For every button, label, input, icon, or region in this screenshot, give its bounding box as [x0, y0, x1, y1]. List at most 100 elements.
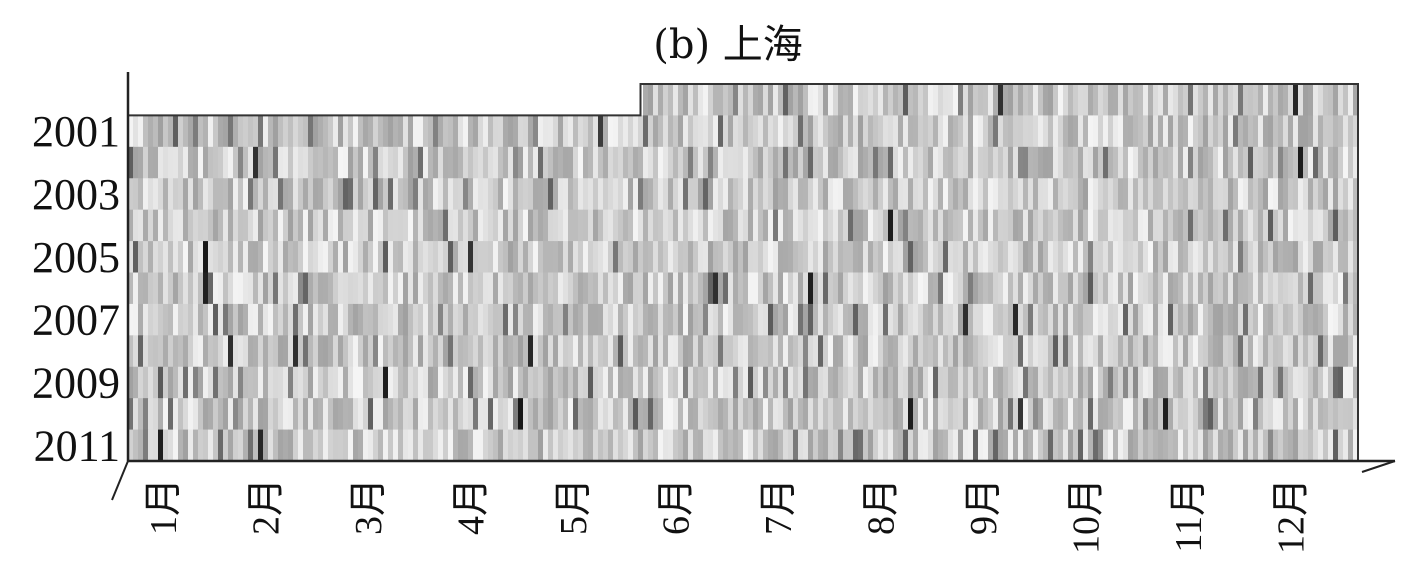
heatmap-cell — [433, 146, 439, 179]
heatmap-cell — [348, 335, 354, 368]
heatmap-cell — [903, 209, 909, 242]
heatmap-cell — [468, 272, 474, 305]
heatmap-cell — [248, 335, 254, 368]
heatmap-cell — [383, 303, 389, 336]
heatmap-cell — [1108, 335, 1114, 368]
heatmap-cell — [873, 398, 879, 431]
heatmap-cell — [1248, 241, 1254, 273]
heatmap-cell — [433, 398, 439, 431]
heatmap-cell — [1198, 209, 1204, 242]
heatmap-cell — [998, 209, 1004, 242]
heatmap-cell — [613, 115, 619, 148]
heatmap-cell — [948, 429, 954, 462]
heatmap-cell — [203, 115, 209, 148]
heatmap-cell — [1133, 398, 1139, 431]
heatmap-cell — [1048, 272, 1054, 305]
heatmap-cell — [918, 429, 924, 462]
heatmap-cell — [523, 366, 529, 399]
heatmap-cell — [373, 335, 379, 368]
heatmap-cell — [478, 366, 484, 399]
heatmap-cell — [778, 146, 784, 179]
heatmap-cell — [1083, 178, 1089, 211]
heatmap-cell — [1353, 209, 1359, 242]
heatmap-cell — [208, 115, 214, 148]
heatmap-cell — [363, 335, 369, 368]
heatmap-cell — [1228, 429, 1234, 462]
heatmap-cell — [328, 241, 334, 273]
heatmap-cell — [803, 429, 809, 462]
heatmap-cell — [1028, 366, 1034, 399]
heatmap-cell — [563, 272, 569, 305]
heatmap-cell — [438, 366, 444, 399]
heatmap-cell — [888, 146, 894, 179]
heatmap-cell — [998, 398, 1004, 431]
heatmap-cell — [933, 115, 939, 148]
heatmap-cell — [968, 335, 974, 368]
heatmap-cell — [848, 335, 854, 368]
heatmap-cell — [353, 146, 359, 179]
heatmap-cell — [578, 115, 584, 148]
heatmap-cell — [333, 146, 339, 179]
heatmap-cell — [808, 241, 814, 273]
heatmap-cell — [448, 178, 454, 211]
heatmap-cell — [1048, 398, 1054, 431]
heatmap-cell — [908, 335, 914, 368]
heatmap-cell — [748, 84, 754, 116]
heatmap-cell — [1238, 115, 1244, 148]
heatmap-cell — [178, 178, 184, 211]
heatmap-cell — [653, 241, 659, 273]
heatmap-cell — [1208, 272, 1214, 305]
heatmap-cell — [563, 303, 569, 336]
heatmap-cell — [228, 366, 234, 399]
heatmap-cell — [1163, 303, 1169, 336]
heatmap-cell — [1243, 429, 1249, 462]
heatmap-cell — [1208, 84, 1214, 116]
heatmap-cell — [543, 398, 549, 431]
heatmap-cell — [873, 178, 879, 211]
heatmap-cell — [1033, 335, 1039, 368]
heatmap-cell — [648, 146, 654, 179]
heatmap-cell — [683, 209, 689, 242]
heatmap-cell — [1253, 398, 1259, 431]
heatmap-cell — [233, 398, 239, 431]
heatmap-cell — [1218, 84, 1224, 116]
heatmap-cell — [773, 115, 779, 148]
heatmap-cell — [1298, 178, 1304, 211]
y-tick-label: 2011 — [34, 421, 120, 470]
heatmap-cell — [433, 303, 439, 336]
heatmap-cell — [353, 429, 359, 462]
heatmap-cell — [178, 241, 184, 273]
heatmap-cell — [328, 335, 334, 368]
heatmap-cell — [543, 115, 549, 148]
heatmap-cell — [573, 241, 579, 273]
heatmap-cell — [393, 398, 399, 431]
heatmap-cell — [258, 115, 264, 148]
heatmap-cell — [1013, 115, 1019, 148]
heatmap-cell — [1273, 366, 1279, 399]
heatmap-cell — [1093, 335, 1099, 368]
heatmap-cell — [748, 398, 754, 431]
heatmap-cell — [1308, 335, 1314, 368]
heatmap-cell — [1218, 146, 1224, 179]
heatmap-cell — [1193, 398, 1199, 431]
heatmap-cell — [518, 366, 524, 399]
heatmap-cell — [463, 146, 469, 179]
heatmap-cell — [253, 429, 259, 462]
heatmap-cell — [318, 303, 324, 336]
heatmap-cell — [1318, 303, 1324, 336]
heatmap-cell — [383, 366, 389, 399]
heatmap-cell — [728, 84, 734, 116]
heatmap-cell — [293, 241, 299, 273]
heatmap-cell — [1183, 366, 1189, 399]
heatmap-cell — [438, 398, 444, 431]
heatmap-cell — [163, 209, 169, 242]
heatmap-cell — [1048, 241, 1054, 273]
heatmap-cell — [578, 209, 584, 242]
heatmap-cell — [1323, 272, 1329, 305]
heatmap-cell — [1353, 115, 1359, 148]
heatmap-cell — [1273, 209, 1279, 242]
heatmap-cell — [1113, 146, 1119, 179]
heatmap-cell — [1248, 146, 1254, 179]
heatmap-cell — [148, 178, 154, 211]
heatmap-cell — [1073, 209, 1079, 242]
